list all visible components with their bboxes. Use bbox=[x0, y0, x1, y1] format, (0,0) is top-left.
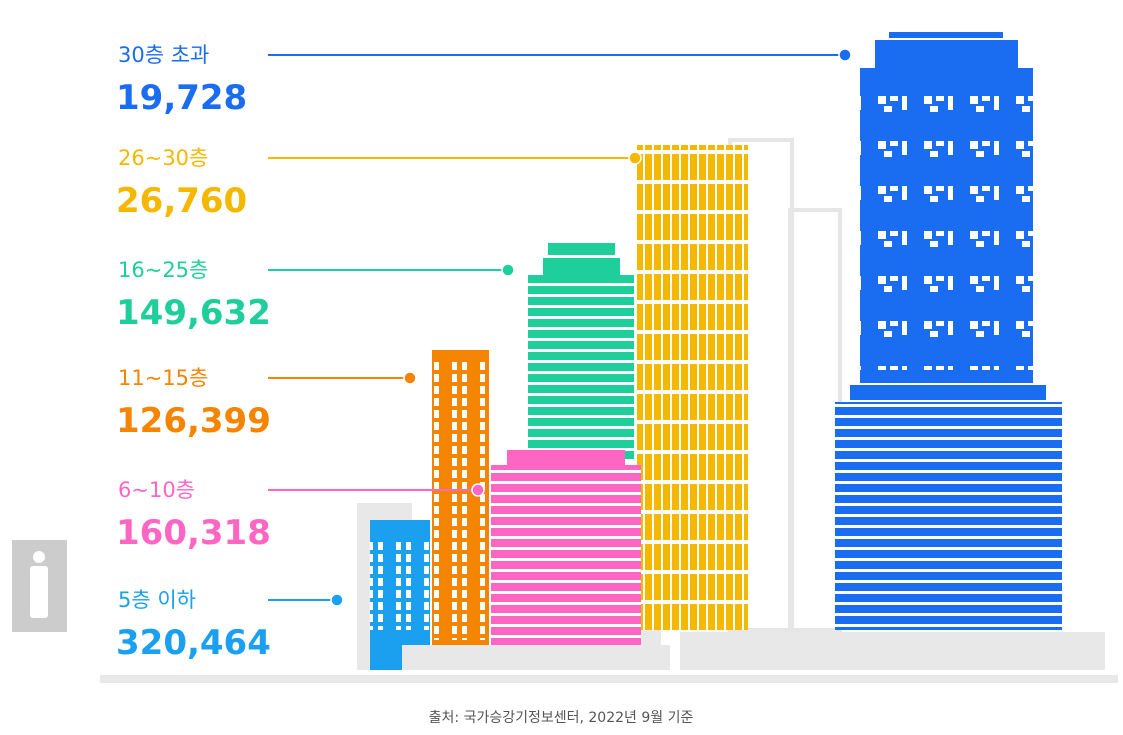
marker-dot bbox=[471, 483, 485, 497]
value-label: 320,464 bbox=[116, 623, 271, 663]
category-label: 26~30층 bbox=[118, 146, 208, 170]
value-label: 26,760 bbox=[116, 181, 247, 221]
marker-dot bbox=[501, 263, 515, 277]
value-label: 160,318 bbox=[116, 513, 271, 553]
marker-dot bbox=[330, 593, 344, 607]
value-label: 149,632 bbox=[116, 293, 271, 333]
category-label: 5층 이하 bbox=[118, 588, 196, 612]
source: 출처: 국가승강기정보센터, 2022년 9월 기준 bbox=[429, 710, 694, 726]
value-label: 19,728 bbox=[116, 78, 247, 118]
marker-dot bbox=[628, 151, 642, 165]
category-label: 11~15층 bbox=[118, 366, 208, 390]
marker-dot bbox=[403, 371, 417, 385]
category-label: 30층 초과 bbox=[118, 43, 209, 67]
buildings bbox=[12, 32, 1118, 683]
category-label: 6~10층 bbox=[118, 478, 195, 502]
marker-dot bbox=[838, 48, 852, 62]
category-label: 16~25층 bbox=[118, 258, 208, 282]
value-label: 126,399 bbox=[116, 401, 271, 441]
